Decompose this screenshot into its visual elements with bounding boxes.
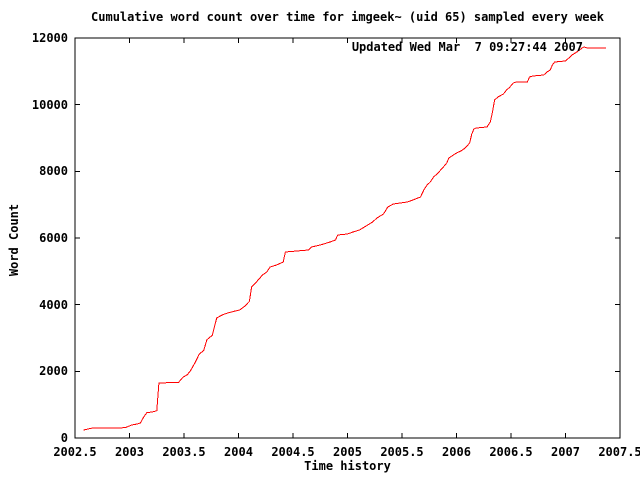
x-tick-label: 2003.5 bbox=[162, 445, 206, 459]
y-tick-label: 8000 bbox=[39, 164, 68, 179]
y-tick-label: 0 bbox=[60, 431, 68, 445]
x-tick-label: 2006.5 bbox=[489, 445, 533, 459]
series-cumulative-word-count bbox=[83, 46, 606, 431]
y-tick-label: 2000 bbox=[39, 364, 68, 379]
y-tick-label: 6000 bbox=[39, 231, 68, 245]
x-tick-label: 2007.5 bbox=[598, 445, 640, 459]
x-tick-label: 2004 bbox=[224, 445, 253, 459]
y-tick-label: 10000 bbox=[31, 97, 68, 112]
x-tick-label: 2004.5 bbox=[271, 445, 315, 459]
updated-timestamp-annotation: Updated Wed Mar 7 09:27:44 2007 bbox=[351, 40, 583, 54]
x-tick-label: 2007 bbox=[551, 445, 580, 459]
chart-title: Cumulative word count over time for imge… bbox=[91, 10, 604, 24]
x-tick-label: 2005 bbox=[333, 445, 362, 459]
x-tick-label: 2003 bbox=[115, 445, 144, 459]
x-tick-label: 2002.5 bbox=[53, 445, 97, 459]
plot-border-box bbox=[74, 37, 621, 439]
data-series-line bbox=[83, 46, 606, 431]
x-axis-label: Time history bbox=[304, 459, 391, 473]
x-tick-label: 2005.5 bbox=[380, 445, 424, 459]
plot-border bbox=[74, 37, 621, 439]
x-tick-label: 2006 bbox=[442, 445, 471, 459]
y-tick-label: 4000 bbox=[39, 297, 68, 312]
axis-tick-marks bbox=[74, 37, 621, 439]
y-tick-label: 12000 bbox=[31, 31, 68, 45]
